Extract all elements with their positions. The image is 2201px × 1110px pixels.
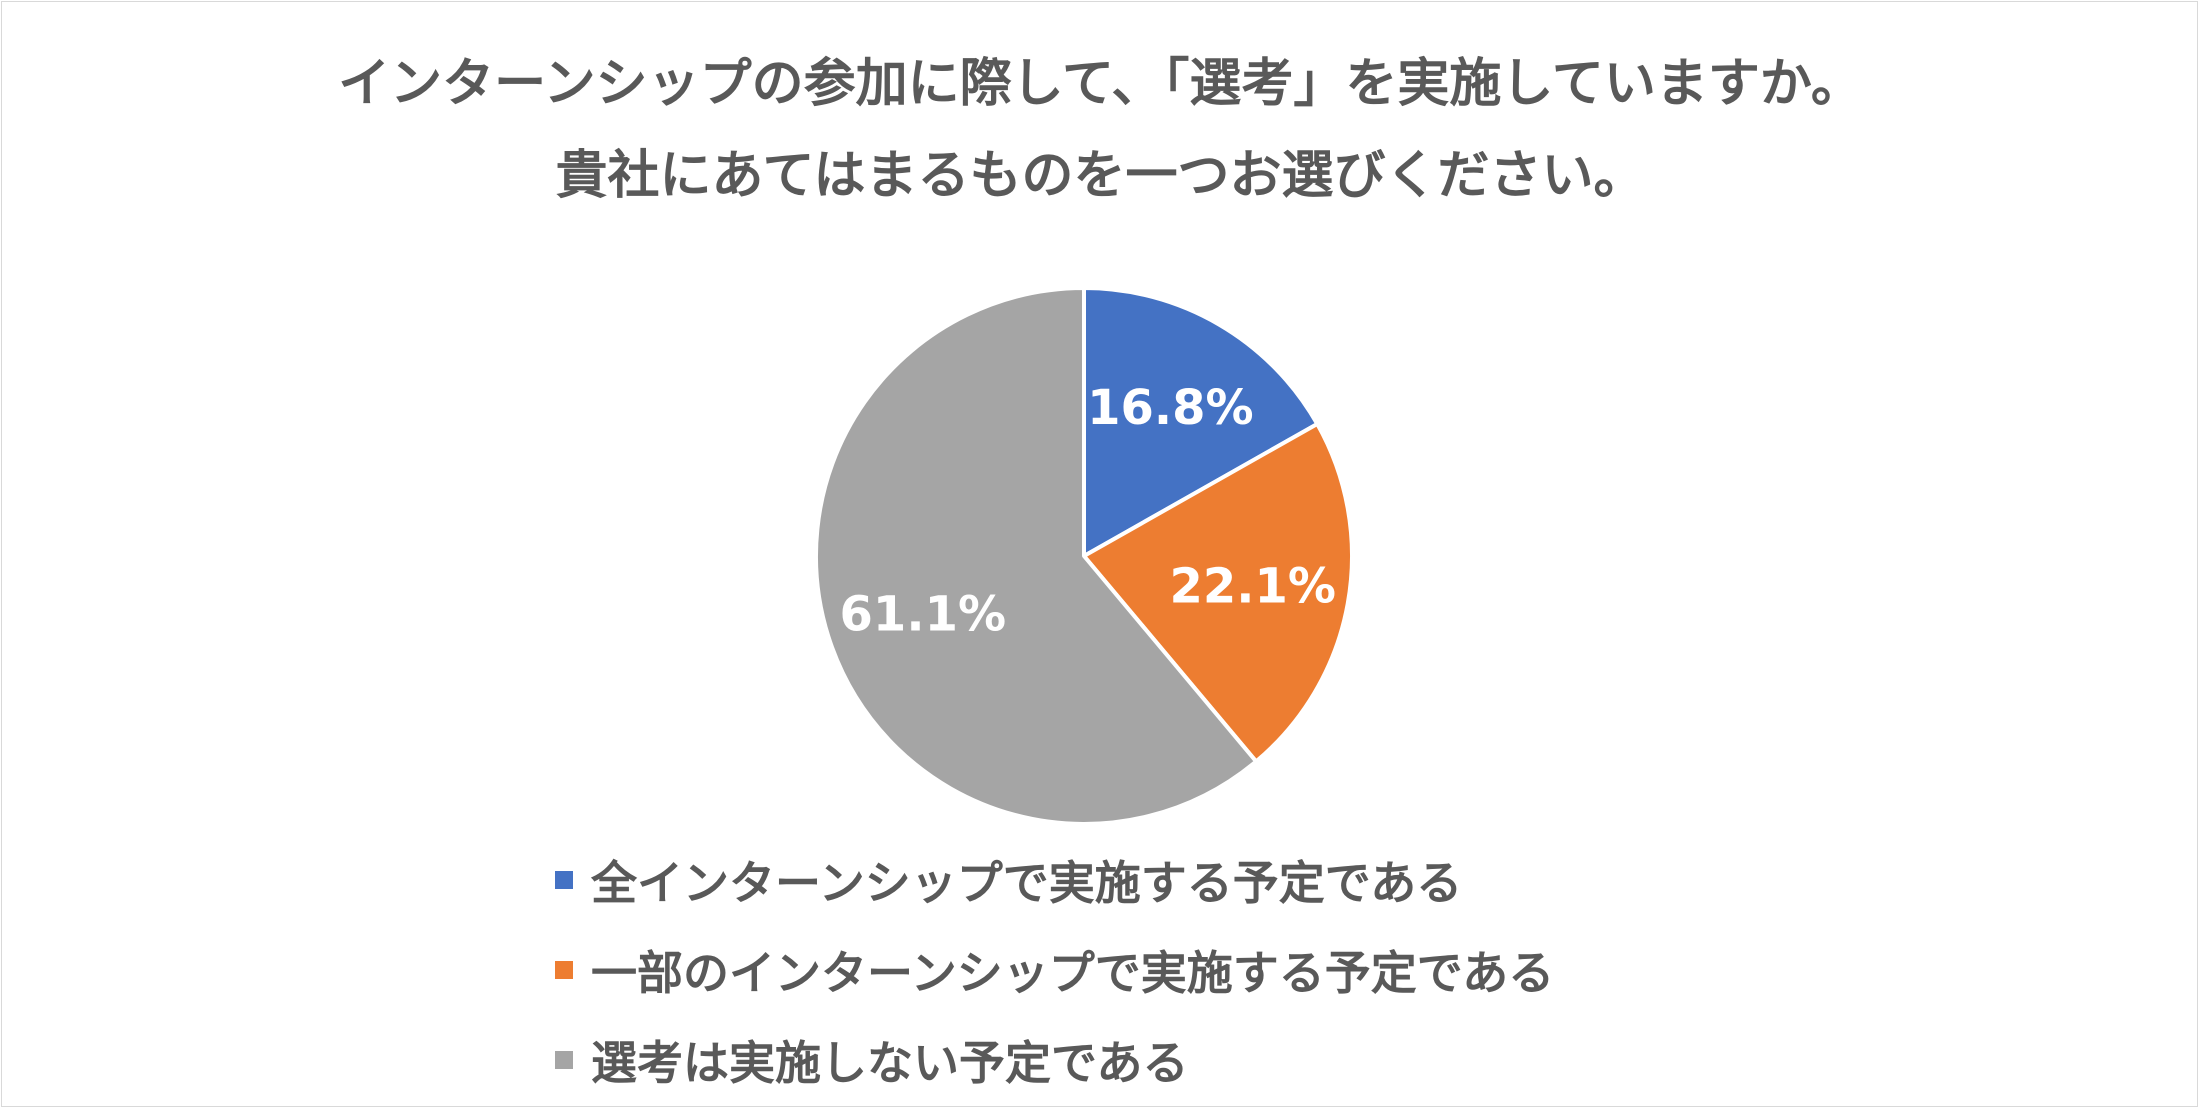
legend: 全インターンシップで実施する予定である 一部のインターンシップで実施する予定であ… <box>555 835 1554 1105</box>
legend-swatch-partial <box>555 961 573 979</box>
data-label-none: 61.1% <box>840 587 1007 643</box>
pie-slice-partial <box>1082 421 1354 764</box>
legend-label-all: 全インターンシップで実施する予定である <box>591 856 1463 910</box>
chart-title: インターンシップの参加に際して、「選考」を実施していますか。 貴社にあてはまるも… <box>0 38 2201 222</box>
data-label-all: 16.8% <box>1087 380 1254 436</box>
legend-label-none: 選考は実施しない予定である <box>591 1036 1189 1090</box>
chart-title-line-2: 貴社にあてはまるものを一つお選びください。 <box>555 146 1646 206</box>
legend-swatch-none <box>555 1051 573 1069</box>
pie-slice-none <box>813 286 1259 826</box>
legend-label-partial: 一部のインターンシップで実施する予定である <box>591 946 1555 1000</box>
legend-item-all: 全インターンシップで実施する予定である <box>555 835 1554 925</box>
chart-title-line-1: インターンシップの参加に際して、「選考」を実施していますか。 <box>338 54 1863 114</box>
pie-slice-all <box>1082 286 1320 558</box>
legend-item-partial: 一部のインターンシップで実施する予定である <box>555 925 1554 1015</box>
legend-item-none: 選考は実施しない予定である <box>555 1015 1554 1105</box>
data-label-partial: 22.1% <box>1170 559 1337 615</box>
legend-swatch-all <box>555 871 573 889</box>
